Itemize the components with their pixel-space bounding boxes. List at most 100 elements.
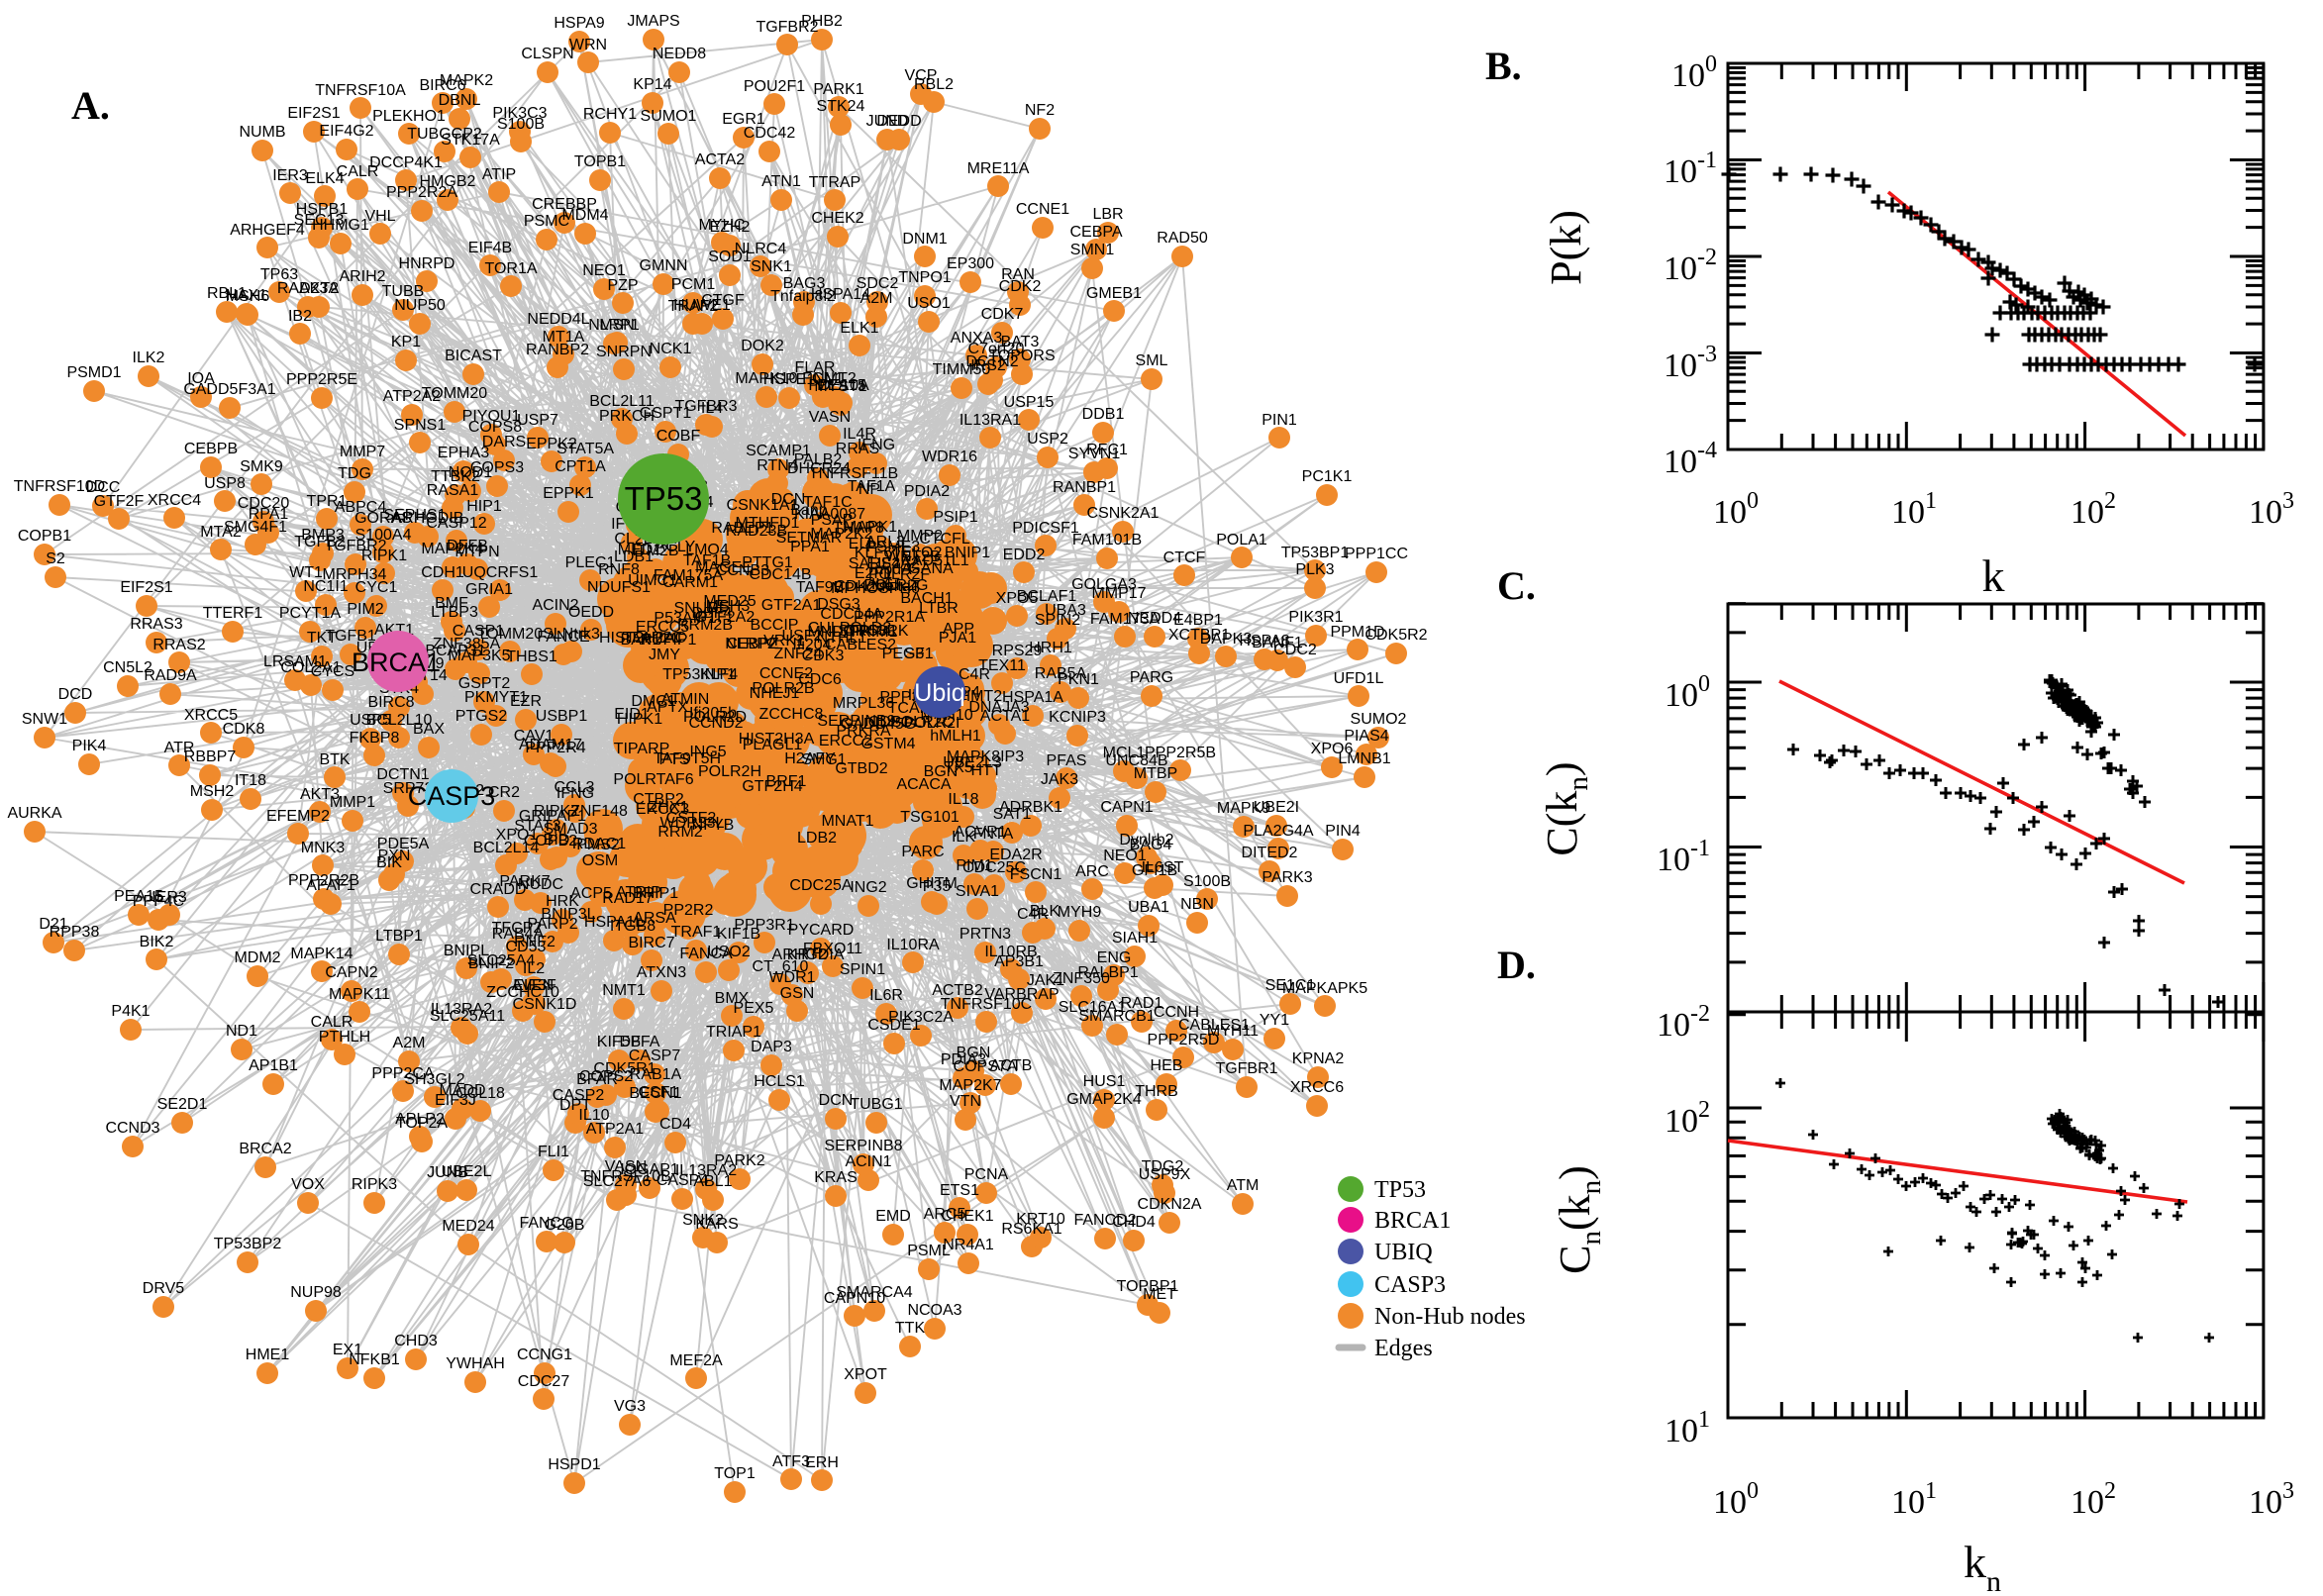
svg-text:SERPINB9: SERPINB9 xyxy=(817,713,895,730)
svg-text:RTN4: RTN4 xyxy=(757,457,798,474)
svg-text:BNIP3L: BNIP3L xyxy=(541,906,595,923)
svg-text:ACTB: ACTB xyxy=(990,1057,1033,1074)
svg-text:RPP38: RPP38 xyxy=(50,924,100,941)
svg-text:PPP1CC: PPP1CC xyxy=(1345,546,1408,562)
svg-text:PC1K1: PC1K1 xyxy=(1302,468,1353,485)
svg-text:BTK: BTK xyxy=(319,751,350,768)
svg-text:POLRTAF6: POLRTAF6 xyxy=(613,771,693,788)
svg-text:PARK1: PARK1 xyxy=(813,81,863,98)
svg-text:STK17A: STK17A xyxy=(441,132,500,149)
svg-text:NHEJ1: NHEJ1 xyxy=(750,685,800,702)
svg-text:BMX: BMX xyxy=(715,990,750,1007)
svg-text:COPB2: COPB2 xyxy=(524,833,577,849)
svg-text:ACIN2: ACIN2 xyxy=(532,597,578,614)
svg-text:MRPL36: MRPL36 xyxy=(833,695,894,712)
svg-text:PLK3: PLK3 xyxy=(1295,561,1334,578)
svg-text:ARIH2: ARIH2 xyxy=(339,268,385,285)
svg-text:EPPK1: EPPK1 xyxy=(543,485,594,502)
svg-text:TAF9B: TAF9B xyxy=(796,579,845,596)
svg-text:PIK3C3: PIK3C3 xyxy=(492,105,547,122)
svg-text:CCNG1: CCNG1 xyxy=(517,1347,572,1363)
svg-text:DRV5: DRV5 xyxy=(143,1280,184,1297)
svg-text:WT1: WT1 xyxy=(289,564,323,581)
svg-text:CCNE1: CCNE1 xyxy=(1016,201,1069,218)
svg-text:SARS2: SARS2 xyxy=(849,555,901,572)
svg-text:SIVA1: SIVA1 xyxy=(956,883,999,900)
svg-text:SDC2: SDC2 xyxy=(857,275,899,292)
svg-text:UBA1: UBA1 xyxy=(1128,899,1169,916)
svg-text:CEBPA: CEBPA xyxy=(1069,224,1122,241)
svg-text:MMP7: MMP7 xyxy=(340,444,385,460)
svg-text:DAPK3: DAPK3 xyxy=(1200,631,1253,648)
svg-text:POLA1: POLA1 xyxy=(1216,532,1267,549)
svg-text:EGR1: EGR1 xyxy=(722,111,765,128)
svg-text:TNFRSF10A: TNFRSF10A xyxy=(315,82,406,99)
svg-text:Banp: Banp xyxy=(790,502,827,519)
svg-text:RRAS2: RRAS2 xyxy=(152,637,205,653)
svg-text:ATP2A1: ATP2A1 xyxy=(586,1121,645,1138)
svg-text:ILK2: ILK2 xyxy=(133,349,165,366)
svg-text:EDD2: EDD2 xyxy=(1003,547,1046,563)
svg-text:IL13RA2: IL13RA2 xyxy=(431,1001,492,1018)
svg-text:BRF1: BRF1 xyxy=(766,773,807,790)
svg-text:BAX: BAX xyxy=(413,721,445,738)
svg-text:COBF: COBF xyxy=(656,428,701,445)
svg-text:BGN: BGN xyxy=(957,1045,991,1061)
svg-text:POLR2F: POLR2F xyxy=(868,566,930,583)
svg-text:TOP2A: TOP2A xyxy=(396,1115,449,1132)
svg-text:PPP2R2A: PPP2R2A xyxy=(386,184,457,201)
svg-text:GFI1B: GFI1B xyxy=(1132,862,1177,879)
svg-text:Dynlrb2: Dynlrb2 xyxy=(1119,832,1173,848)
svg-text:IL10RB: IL10RB xyxy=(984,944,1037,960)
svg-text:PIM2: PIM2 xyxy=(347,601,383,618)
svg-text:APP: APP xyxy=(943,621,974,638)
svg-text:COPS7A: COPS7A xyxy=(954,1058,1018,1075)
svg-text:GMAP2K4: GMAP2K4 xyxy=(1066,1091,1142,1108)
svg-text:CSNK1A1: CSNK1A1 xyxy=(727,497,799,514)
svg-text:IL18: IL18 xyxy=(948,791,978,808)
svg-text:IL2: IL2 xyxy=(523,960,545,977)
svg-text:PTTG1: PTTG1 xyxy=(742,554,793,571)
svg-text:CDC25A: CDC25A xyxy=(789,877,852,894)
svg-text:MAPK1: MAPK1 xyxy=(844,519,897,536)
svg-text:HUS1: HUS1 xyxy=(1083,1073,1126,1090)
svg-text:EID1: EID1 xyxy=(614,706,650,723)
svg-text:NOD1: NOD1 xyxy=(449,464,493,481)
svg-text:IFNG: IFNG xyxy=(858,437,895,453)
svg-text:CYC1: CYC1 xyxy=(355,579,398,596)
svg-text:RAD1: RAD1 xyxy=(1121,995,1163,1012)
svg-text:NUP98: NUP98 xyxy=(290,1284,342,1301)
svg-text:MAPK8IP3: MAPK8IP3 xyxy=(947,748,1024,765)
svg-text:MAP2K4: MAP2K4 xyxy=(421,541,483,557)
svg-text:XRCC6: XRCC6 xyxy=(1290,1079,1344,1096)
svg-text:DCTN2: DCTN2 xyxy=(965,353,1018,370)
svg-text:RIPK3: RIPK3 xyxy=(352,1176,397,1193)
svg-text:HEB: HEB xyxy=(1151,1057,1183,1074)
svg-text:LDB1: LDB1 xyxy=(614,549,654,565)
svg-text:COPS2: COPS2 xyxy=(579,1068,633,1085)
svg-text:TKT: TKT xyxy=(307,630,337,647)
svg-text:TOR1A: TOR1A xyxy=(484,260,537,277)
svg-text:COL2A1: COL2A1 xyxy=(280,659,341,676)
svg-text:SETMAR: SETMAR xyxy=(776,530,843,547)
svg-text:XPO6: XPO6 xyxy=(1311,741,1354,757)
svg-text:PDE5A: PDE5A xyxy=(377,836,430,852)
svg-text:SE1C1: SE1C1 xyxy=(1265,977,1316,994)
svg-text:XPO1: XPO1 xyxy=(496,827,539,844)
svg-text:ACIN1: ACIN1 xyxy=(845,1153,891,1170)
svg-text:WDR33L: WDR33L xyxy=(660,815,725,832)
svg-text:TAF1A: TAF1A xyxy=(848,478,896,495)
svg-text:PLEC1: PLEC1 xyxy=(565,554,616,571)
svg-text:TP63: TP63 xyxy=(260,266,298,283)
svg-text:PEA15: PEA15 xyxy=(817,377,866,394)
svg-text:NEO1: NEO1 xyxy=(1103,848,1147,864)
svg-text:CAV1: CAV1 xyxy=(514,728,555,745)
svg-text:CABLES2: CABLES2 xyxy=(825,637,896,653)
svg-text:CULPOLD2: CULPOLD2 xyxy=(808,620,892,637)
svg-text:G20B: G20B xyxy=(545,1217,585,1234)
svg-text:MAPK11: MAPK11 xyxy=(329,986,390,1003)
svg-text:EIF3F: EIF3F xyxy=(513,977,556,994)
svg-text:POLR2H: POLR2H xyxy=(698,763,761,780)
svg-text:PIN4: PIN4 xyxy=(1325,823,1361,840)
svg-text:PRIM1: PRIM1 xyxy=(850,624,898,641)
